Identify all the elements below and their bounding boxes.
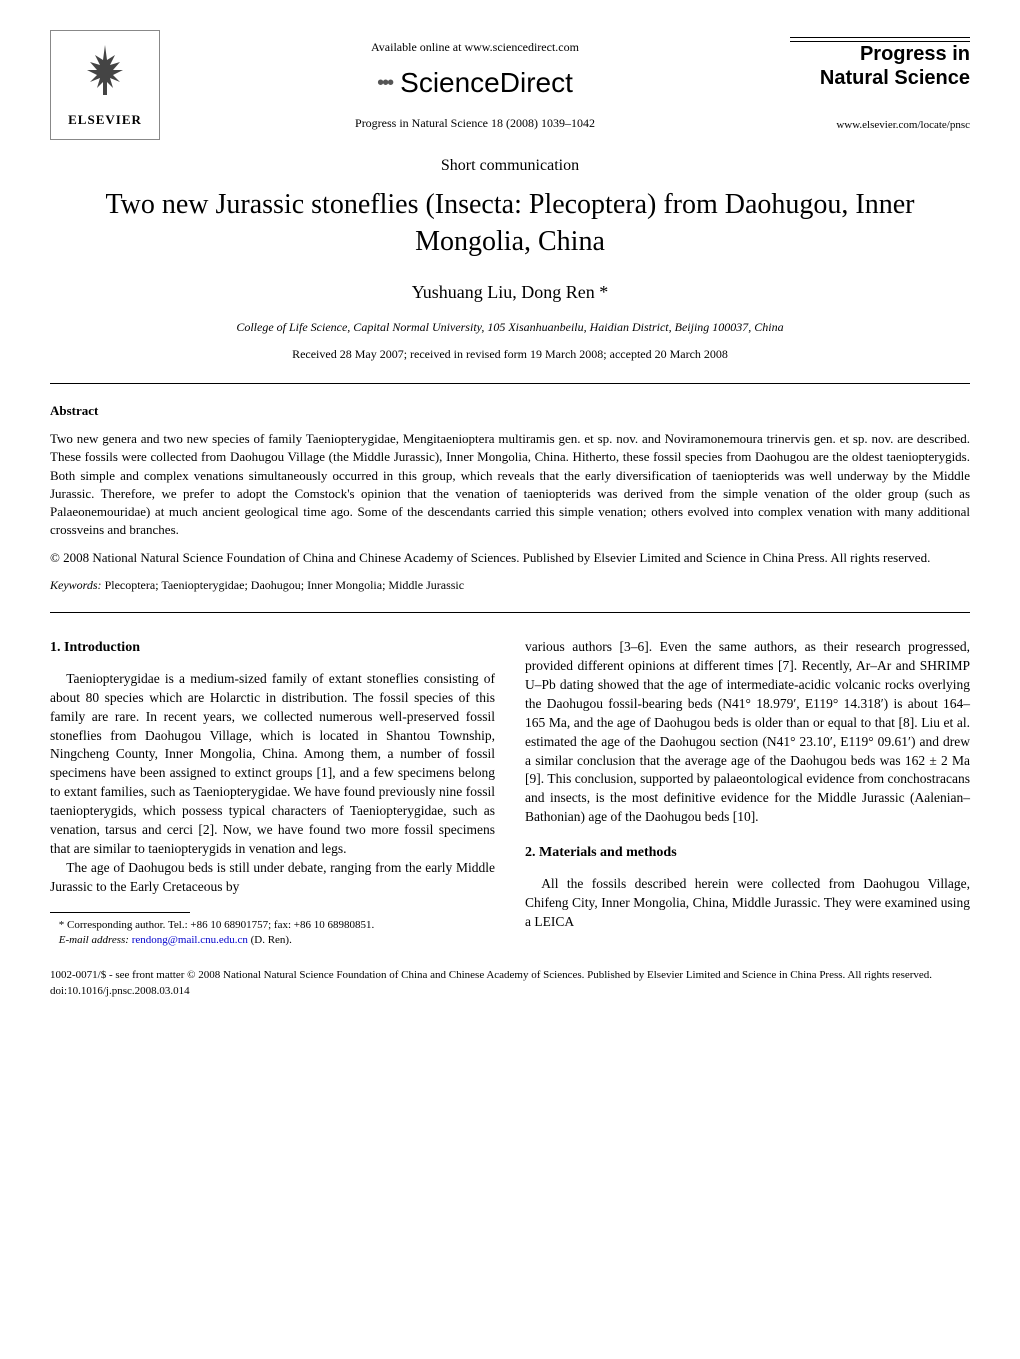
article-title: Two new Jurassic stoneflies (Insecta: Pl… (50, 187, 970, 260)
elsevier-text: ELSEVIER (68, 111, 142, 129)
header-row: ELSEVIER Available online at www.science… (50, 30, 970, 140)
email-footnote: E-mail address: rendong@mail.cnu.edu.cn … (50, 933, 495, 948)
footer-block: 1002-0071/$ - see front matter © 2008 Na… (50, 968, 970, 999)
footer-copyright: 1002-0071/$ - see front matter © 2008 Na… (50, 968, 970, 983)
corresponding-footnote: * Corresponding author. Tel.: +86 10 689… (50, 918, 495, 933)
sciencedirect-logo: ••• ScienceDirect (180, 63, 770, 102)
journal-name: Progress in Natural Science (790, 42, 970, 90)
keywords-label: Keywords: (50, 578, 102, 592)
authors: Yushuang Liu, Dong Ren * (50, 280, 970, 305)
sciencedirect-text: ScienceDirect (400, 63, 573, 102)
keywords-line: Keywords: Plecoptera; Taeniopterygidae; … (50, 577, 970, 594)
left-column: 1. Introduction Taeniopterygidae is a me… (50, 638, 495, 948)
affiliation: College of Life Science, Capital Normal … (50, 319, 970, 336)
right-column: various authors [3–6]. Even the same aut… (525, 638, 970, 948)
email-suffix: (D. Ren). (248, 934, 292, 946)
journal-url: www.elsevier.com/locate/pnsc (790, 118, 970, 133)
journal-citation: Progress in Natural Science 18 (2008) 10… (180, 115, 770, 132)
col2-paragraph-1: various authors [3–6]. Even the same aut… (525, 638, 970, 827)
article-type: Short communication (50, 155, 970, 177)
intro-paragraph-1: Taeniopterygidae is a medium-sized famil… (50, 670, 495, 859)
elsevier-tree-icon (75, 40, 135, 108)
header-right: Progress in Natural Science www.elsevier… (790, 37, 970, 133)
elsevier-logo: ELSEVIER (50, 30, 160, 140)
keywords-text: Plecoptera; Taeniopterygidae; Daohugou; … (102, 578, 465, 592)
email-link[interactable]: rendong@mail.cnu.edu.cn (132, 934, 248, 946)
abstract-heading: Abstract (50, 402, 970, 420)
sciencedirect-dots-icon: ••• (377, 69, 392, 97)
methods-paragraph-1: All the fossils described herein were co… (525, 875, 970, 932)
footer-doi: doi:10.1016/j.pnsc.2008.03.014 (50, 984, 970, 999)
abstract-copyright: © 2008 National Natural Science Foundati… (50, 549, 970, 567)
section-methods-heading: 2. Materials and methods (525, 843, 970, 863)
email-label: E-mail address: (59, 934, 129, 946)
article-dates: Received 28 May 2007; received in revise… (50, 346, 970, 363)
abstract-text: Two new genera and two new species of fa… (50, 430, 970, 539)
header-center: Available online at www.sciencedirect.co… (160, 39, 790, 132)
intro-paragraph-2: The age of Daohugou beds is still under … (50, 859, 495, 897)
available-online-text: Available online at www.sciencedirect.co… (180, 39, 770, 56)
body-columns: 1. Introduction Taeniopterygidae is a me… (50, 638, 970, 948)
section-intro-heading: 1. Introduction (50, 638, 495, 658)
